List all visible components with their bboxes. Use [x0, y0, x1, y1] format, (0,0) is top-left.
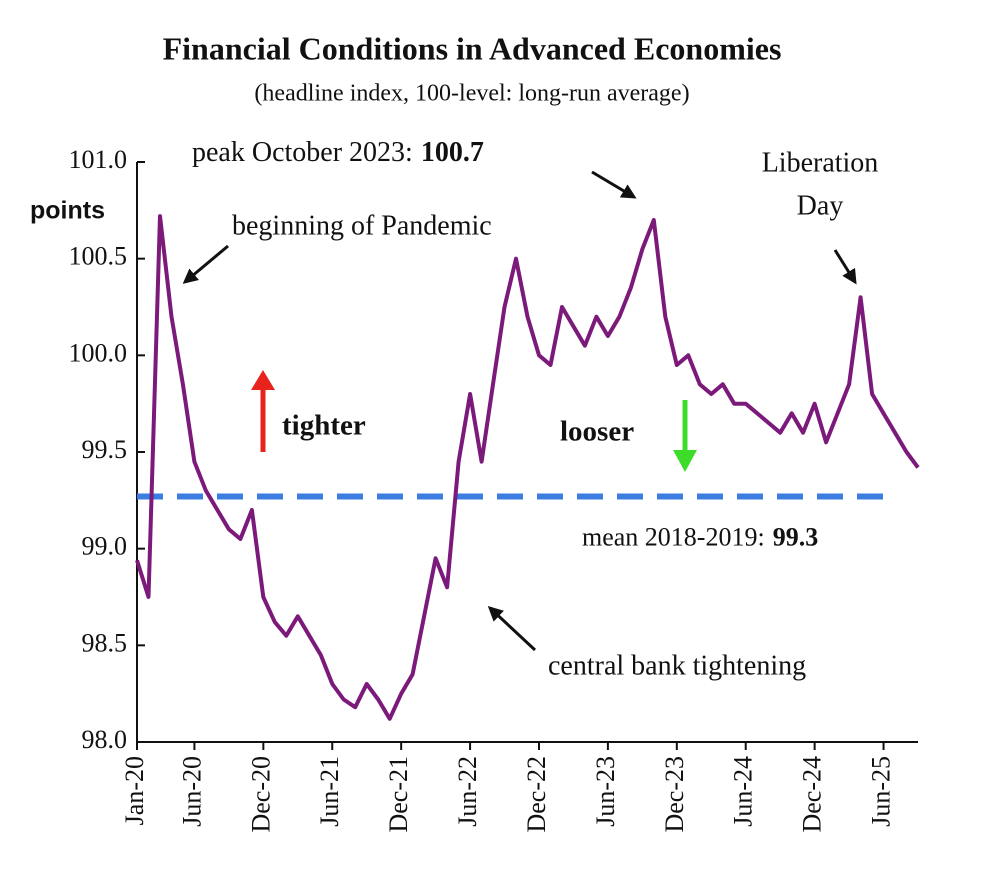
x-tick-label: Jun-21	[315, 756, 344, 827]
annotation: peak October 2023: 100.7	[192, 137, 484, 168]
reference-label-text: mean 2018-2019:	[582, 522, 765, 551]
y-tick-label: 99.0	[82, 532, 128, 561]
annotation: Day	[797, 190, 844, 221]
y-axis-label: points	[30, 197, 105, 225]
annotation-value: 100.7	[421, 137, 484, 168]
x-tick-label: Dec-20	[246, 756, 275, 833]
x-tick-label: Jun-24	[729, 756, 758, 827]
x-tick-label: Dec-24	[798, 756, 827, 833]
x-tick-label: Jan-20	[120, 756, 149, 825]
chart-title: Financial Conditions in Advanced Economi…	[163, 30, 782, 66]
reference-label: mean 2018-2019: 99.3	[582, 522, 818, 551]
x-tick-label: Jun-23	[591, 756, 620, 827]
x-tick-label: Jun-25	[867, 756, 896, 827]
annotation-text: peak October 2023:	[192, 137, 413, 168]
annotation: central bank tightening	[548, 650, 806, 681]
chart-subtitle: (headline index, 100-level: long-run ave…	[254, 81, 689, 107]
y-tick-label: 100.5	[69, 242, 128, 271]
x-tick-label: Dec-21	[384, 756, 413, 833]
y-tick-label: 99.5	[82, 435, 128, 464]
arrow	[182, 244, 229, 284]
annotation: looser	[560, 416, 634, 448]
annotation: tighter	[282, 410, 366, 442]
series-line	[135, 214, 920, 721]
reference-label-value: 99.3	[773, 522, 819, 551]
arrow	[487, 605, 537, 652]
arrow-down-head	[673, 450, 697, 472]
arrow	[591, 170, 637, 199]
arrow	[833, 249, 857, 285]
y-tick-label: 101.0	[69, 145, 128, 174]
x-tick-label: Dec-22	[522, 756, 551, 833]
x-tick-label: Jun-22	[453, 756, 482, 827]
y-tick-label: 100.0	[69, 338, 128, 367]
y-tick-label: 98.5	[82, 628, 128, 657]
annotation: beginning of Pandemic	[232, 210, 492, 241]
x-tick-label: Jun-20	[177, 756, 206, 827]
x-tick-label: Dec-23	[660, 756, 689, 833]
y-tick-label: 98.0	[82, 725, 128, 754]
annotation: Liberation	[762, 147, 879, 178]
arrow-up-head	[251, 370, 275, 390]
